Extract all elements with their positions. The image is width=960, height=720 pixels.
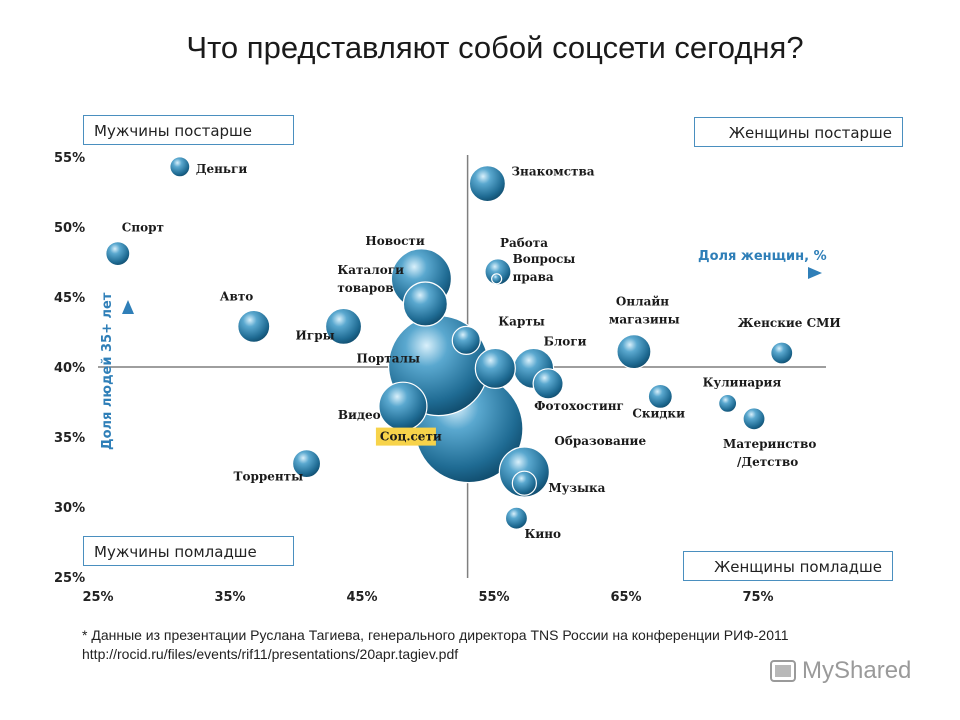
quadrant-label-bottom-left: Мужчины помладше: [83, 536, 294, 566]
y-tick-label: 25%: [54, 571, 85, 586]
y-tick-label: 35%: [54, 431, 85, 446]
bubble-labels: Деньги Знакомства Спорт Работа Вопросы права Н…: [122, 162, 841, 541]
x-tick-label: 55%: [478, 590, 509, 605]
bubble-series: [105, 156, 794, 530]
bubble-label: Кулинария: [703, 375, 782, 389]
bubble-label: Работа: [500, 236, 548, 250]
quadrant-label-top-right: Женщины постарше: [694, 117, 903, 147]
source-footnote: * Данные из презентации Руслана Тагиева,…: [82, 627, 789, 662]
bubble-point: [324, 307, 363, 345]
bubble-point: [451, 325, 481, 355]
bubble-point: [742, 407, 766, 431]
bubble-label: Игры: [296, 328, 335, 342]
x-tick-label: 75%: [742, 590, 773, 605]
y-tick-label: 45%: [54, 291, 85, 306]
bubble-label: Спорт: [122, 221, 164, 235]
bubble-label: Соц.сети: [380, 430, 442, 444]
quadrant-label-bottom-right: Женщины помладше: [683, 551, 893, 581]
bubble-point: [105, 241, 131, 267]
watermark-text: MyShared: [802, 657, 912, 684]
bubble-label: Знакомства: [511, 165, 594, 179]
bubble-point: [491, 273, 503, 285]
x-tick-label: 65%: [610, 590, 641, 605]
bubble-label: Вопросы права: [513, 252, 576, 284]
y-tick-label: 40%: [54, 361, 85, 376]
bubble-label: Онлайн магазины: [609, 295, 680, 327]
y-axis-arrow: [122, 300, 134, 453]
x-tick-label: 35%: [214, 590, 245, 605]
bubble-point: [237, 309, 271, 343]
bubble-label: Фотохостинг: [534, 399, 624, 413]
bubble-point: [291, 449, 322, 479]
bubble-point: [511, 470, 537, 496]
quadrant-label-top-left: Мужчины постарше: [83, 115, 294, 145]
bubble-label: Видео: [338, 408, 381, 422]
bubble-point: [647, 383, 673, 409]
bubble-label: Новости: [365, 234, 424, 248]
watermark: MyShared: [770, 657, 911, 685]
bubble-label: Скидки: [632, 406, 685, 420]
bubble-label: Порталы: [357, 352, 420, 366]
bubble-label: Музыка: [548, 481, 605, 495]
bubble-label: Авто: [220, 289, 254, 303]
bubble-label: Каталоги товаров: [337, 263, 404, 295]
bubble-point: [169, 156, 191, 178]
page-title: Что представляют собой соцсети сегодня?: [186, 30, 804, 65]
bubble-label: Женские СМИ: [738, 316, 841, 330]
bubble-point: [468, 165, 506, 203]
y-tick-label: 50%: [54, 221, 85, 236]
highlight-box: [375, 427, 436, 446]
x-axis-ticks: 25% 35% 45% 55% 65% 75%: [82, 590, 773, 605]
x-tick-label: 45%: [346, 590, 377, 605]
y-axis-label: Доля людей 35+ лет: [100, 292, 115, 450]
bubble-label: Деньги: [196, 162, 248, 176]
bubble-point: [402, 281, 448, 327]
bubble-label: Торренты: [234, 470, 304, 484]
bubble-point: [616, 334, 652, 370]
bubble-point: [532, 368, 564, 400]
y-axis-ticks: 25% 30% 35% 40% 45% 50% 55%: [54, 151, 85, 586]
bubble-label: Карты: [498, 314, 545, 328]
x-axis-arrow: [700, 267, 822, 279]
bubble-label: Кино: [524, 527, 561, 541]
bubble-point: [770, 341, 794, 365]
myshared-logo-icon: [770, 660, 796, 682]
bubble-point: [378, 381, 428, 431]
y-tick-label: 30%: [54, 501, 85, 516]
bubble-point: [474, 347, 516, 389]
bubble-label: Материнство/Детство: [723, 437, 816, 469]
bubble-label: Образование: [554, 434, 646, 448]
y-tick-label: 55%: [54, 151, 85, 166]
x-tick-label: 25%: [82, 590, 113, 605]
bubble-point: [504, 506, 529, 530]
bubble-point: [718, 393, 738, 413]
x-axis-label: Доля женщин, %: [698, 249, 827, 264]
bubble-label: Блоги: [544, 334, 587, 348]
